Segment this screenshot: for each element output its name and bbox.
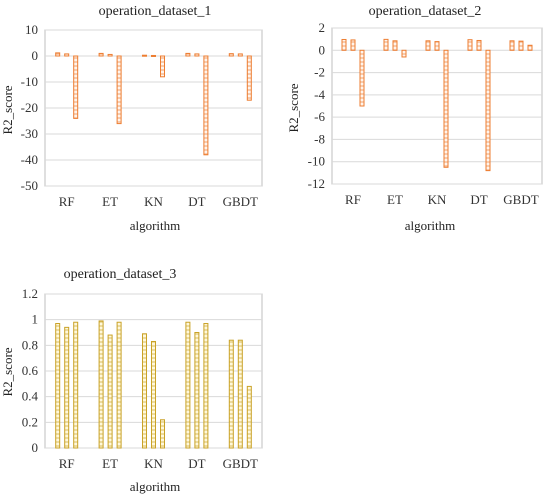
chart-title: operation_dataset_2 [369,4,482,19]
bar [194,53,200,57]
bar [107,334,113,449]
chart-operation-dataset-1: operation_dataset_1 algorithm R2_score 1… [0,4,263,233]
x-tick-label: KN [428,192,447,207]
bar [476,39,482,51]
bar [383,38,389,51]
x-tick-label: GBDT [223,456,258,471]
y-tick-label: 10 [25,22,38,37]
bar [185,52,191,57]
bar [228,339,234,449]
bar [237,53,243,57]
chart-operation-dataset-3: operation_dataset_3 algorithm R2_score 1… [0,267,263,494]
bar [401,49,407,58]
x-tick-label: RF [59,194,75,209]
x-tick-label: ET [102,456,118,471]
x-tick-label: DT [470,192,487,207]
x-tick-label: ET [387,192,403,207]
y-tick-label: -2 [314,65,325,80]
x-axis-label: algorithm [130,479,181,494]
bar [151,54,156,57]
y-axis-label: R2_score [0,85,15,134]
y-tick-label: -20 [21,100,38,115]
y-axis-label: R2_score [286,83,301,132]
bar [116,55,122,125]
bar [518,40,524,51]
y-tick-label: -10 [21,74,38,89]
x-axis-label: algorithm [405,218,456,233]
y-tick-label: 0.6 [22,363,39,378]
bar [194,332,200,449]
y-tick-label: 0 [32,48,39,63]
bar [73,321,79,449]
y-tick-label: 2 [319,20,326,35]
y-tick-label: -30 [21,126,38,141]
y-axis-label: R2_score [0,347,15,396]
bar [64,53,70,57]
y-tick-label: 1 [32,312,39,327]
y-tick-label: 0.4 [22,389,39,404]
chart-title: operation_dataset_3 [64,267,177,282]
bar [185,321,191,449]
y-tick-label: 1.2 [22,286,38,301]
y-tick-label: 0.2 [22,414,38,429]
y-tick-label: -12 [308,176,325,191]
chart-operation-dataset-2: operation_dataset_2 algorithm R2_score 2… [286,4,543,233]
bar [98,52,104,57]
y-tick-label: -40 [21,152,38,167]
bar [73,55,79,119]
x-tick-label: RF [59,456,75,471]
bar [98,320,104,449]
bar [107,53,113,57]
x-axis-label: algorithm [130,218,181,233]
x-tick-label: DT [188,194,205,209]
y-tick-label: -8 [314,131,325,146]
y-tick-label: -6 [314,109,325,124]
bar [203,323,209,449]
bar [467,39,473,51]
bar [341,38,347,51]
bar [246,385,252,449]
bar [151,340,156,449]
x-tick-label: GBDT [503,192,538,207]
x-tick-label: KN [144,456,163,471]
bar [160,55,165,78]
bar [55,52,61,57]
y-tick-label: 0 [32,440,39,455]
x-tick-label: ET [102,194,118,209]
y-tick-label: 0.8 [22,337,38,352]
bar [443,49,449,168]
y-tick-label: -4 [314,87,325,102]
bar [359,49,365,107]
x-tick-label: GBDT [223,194,258,209]
bar [527,44,533,51]
chart-title: operation_dataset_1 [99,4,212,19]
bar [509,40,515,51]
bar [350,39,356,51]
bar [160,419,165,449]
bar [203,55,209,156]
bar [392,40,398,51]
bar [55,323,61,449]
bar [142,54,147,57]
x-tick-label: RF [345,192,361,207]
bar [434,41,440,51]
bar [116,321,122,449]
bar [64,326,70,449]
y-tick-label: -10 [308,154,325,169]
bar [142,333,147,449]
bar [425,40,431,51]
bar [246,55,252,101]
y-tick-label: 0 [319,42,326,57]
bar [237,339,243,449]
x-tick-label: KN [144,194,163,209]
y-tick-label: -50 [21,178,38,193]
x-tick-label: DT [188,456,205,471]
bar [228,53,234,57]
bar [485,49,491,172]
